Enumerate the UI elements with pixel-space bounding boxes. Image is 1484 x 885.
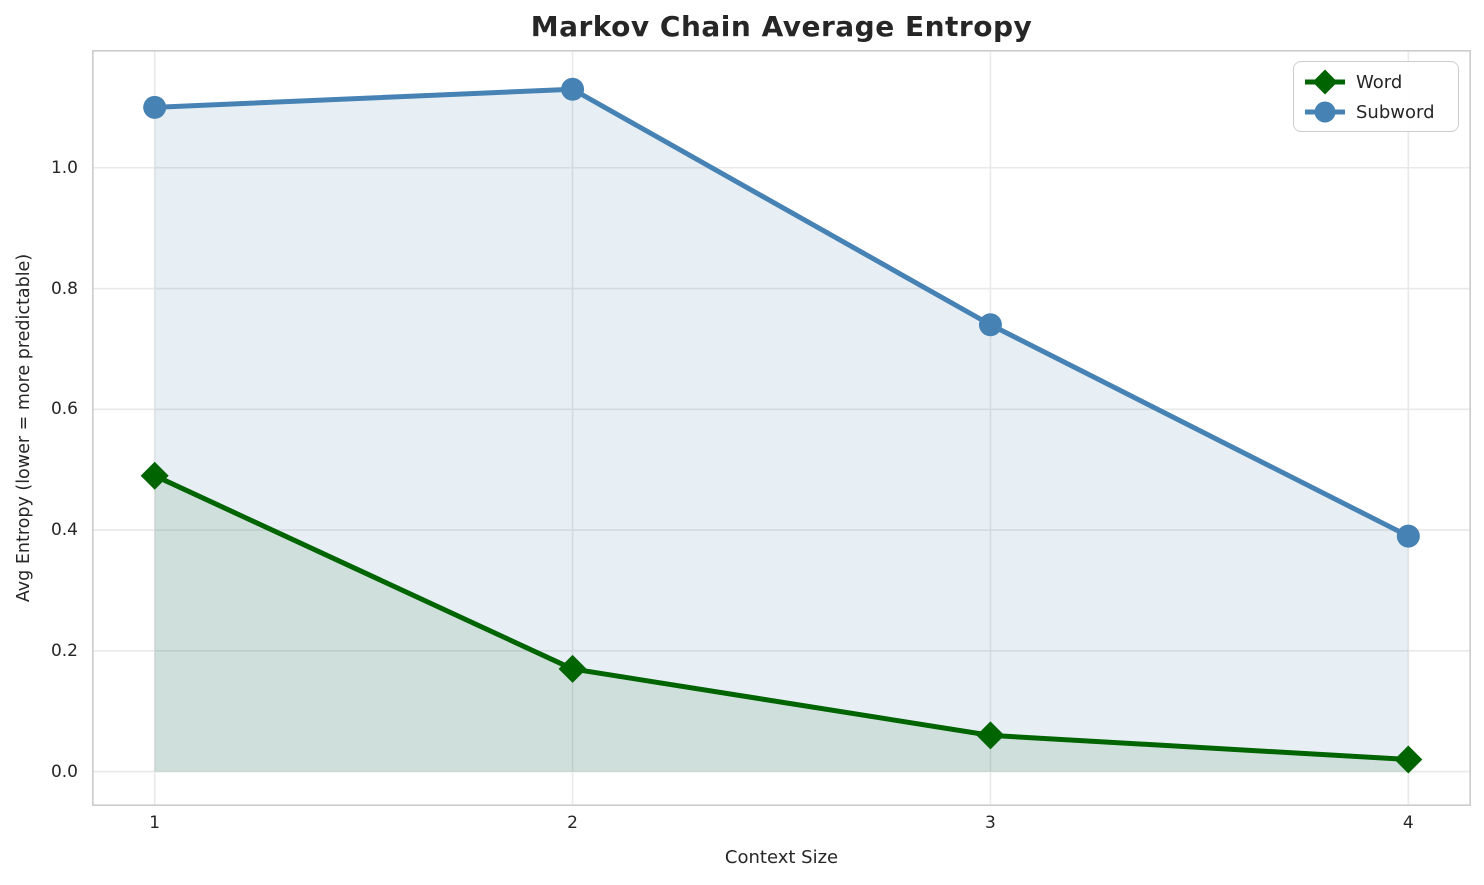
plot-border [92,50,1471,806]
data-point-marker [1394,745,1423,774]
legend-label-word: Word [1356,71,1403,93]
y-tick-label: 0.2 [50,640,78,661]
x-tick-label: 1 [149,813,161,833]
series-area-fill [154,475,1409,772]
data-point-marker [140,461,169,490]
y-tick-label: 0.6 [50,399,78,420]
x-tick-label: 2 [567,813,578,833]
y-tick-label: 0.4 [50,520,78,541]
legend: Word Subword [1293,61,1459,132]
x-tick-label: 3 [985,813,996,833]
series-line [153,473,1409,763]
legend-item-subword: Subword [1303,97,1458,127]
plot-area-svg [92,50,1471,806]
legend-diamond-marker [1312,69,1338,95]
data-point-marker [561,77,585,101]
legend-circle-marker [1314,101,1336,123]
y-axis-label: Avg Entropy (lower = more predictable) [14,253,34,603]
y-tick-label: 0.0 [50,761,78,782]
series-area-fill [154,89,1409,772]
chart-title: Markov Chain Average Entropy [530,10,1033,43]
word-series-marker-icon [1305,69,1345,95]
x-axis-label: Context Size [724,847,839,868]
y-tick-label: 0.8 [50,278,78,299]
data-point-marker [978,313,1002,337]
data-point-marker [976,721,1005,750]
subword-series-marker-icon [1305,101,1345,123]
legend-item-word: Word [1303,67,1458,97]
data-point-marker [558,654,587,683]
series-line [154,86,1410,539]
y-tick-label: 1.0 [50,157,78,178]
x-tick-label: 4 [1402,813,1414,833]
data-point-marker [1396,524,1420,548]
data-point-marker [143,95,167,119]
legend-label-subword: Subword [1356,101,1435,123]
